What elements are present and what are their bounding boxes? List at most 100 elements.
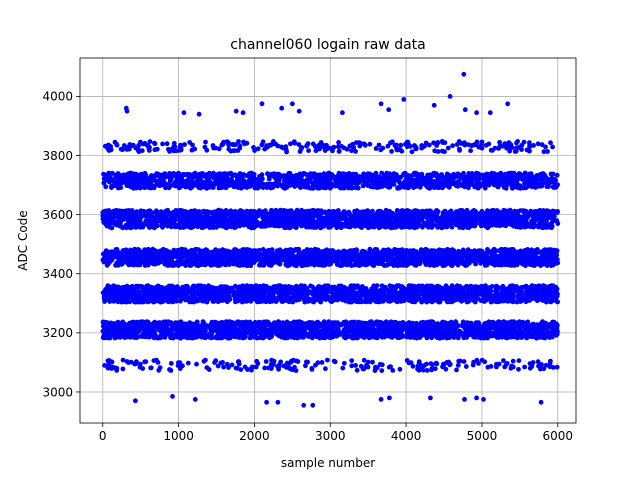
data-point — [536, 363, 541, 369]
data-point — [249, 365, 255, 371]
data-point — [347, 286, 353, 292]
data-point — [189, 328, 195, 333]
data-point — [547, 322, 553, 327]
data-point — [317, 286, 322, 291]
data-point — [525, 296, 530, 302]
data-point — [137, 364, 143, 370]
data-point — [147, 331, 153, 336]
data-point — [331, 358, 337, 364]
data-point — [353, 363, 358, 368]
data-point — [479, 298, 485, 303]
data-point — [152, 319, 158, 325]
data-point — [243, 284, 249, 290]
data-point — [330, 294, 335, 300]
data-point — [109, 364, 115, 370]
data-point — [247, 331, 253, 337]
data-point — [107, 299, 113, 304]
data-point — [425, 295, 431, 301]
data-point — [496, 331, 502, 337]
data-point — [348, 295, 353, 301]
data-point — [392, 327, 397, 333]
data-point — [478, 328, 484, 334]
data-point — [264, 319, 269, 325]
data-point — [540, 330, 545, 336]
data-point — [361, 357, 367, 363]
data-point — [543, 362, 549, 368]
data-point — [124, 359, 130, 364]
data-point — [358, 291, 364, 296]
data-point — [393, 285, 398, 291]
data-point — [297, 297, 302, 302]
data-point — [510, 358, 516, 364]
data-point — [385, 288, 391, 293]
data-point — [466, 320, 472, 326]
data-point — [440, 327, 446, 333]
data-point — [519, 297, 525, 302]
data-point — [439, 295, 444, 301]
data-point — [452, 330, 457, 336]
data-point — [201, 358, 207, 364]
data-point — [289, 334, 294, 340]
data-point — [266, 334, 272, 340]
data-point — [420, 298, 426, 304]
data-point — [263, 284, 269, 290]
data-point — [343, 294, 349, 299]
data-point — [145, 283, 151, 288]
data-point — [288, 290, 294, 295]
data-point — [522, 364, 527, 370]
data-point — [540, 335, 546, 340]
data-point — [101, 333, 107, 339]
data-point — [542, 295, 548, 301]
data-point — [378, 319, 384, 325]
data-point — [394, 299, 400, 305]
data-point — [323, 366, 328, 372]
data-point — [485, 364, 491, 370]
data-point — [487, 294, 492, 300]
data-point — [325, 357, 330, 363]
data-point — [511, 286, 517, 291]
data-point — [212, 287, 218, 293]
data-point — [365, 293, 370, 299]
data-point — [335, 286, 341, 292]
data-point — [373, 333, 379, 338]
data-point — [554, 364, 560, 370]
data-point — [263, 359, 269, 364]
data-point — [407, 321, 413, 327]
data-point — [487, 320, 493, 326]
data-point — [244, 298, 250, 304]
data-point — [341, 334, 347, 340]
data-point — [428, 361, 434, 366]
data-point — [156, 335, 162, 341]
data-point — [375, 323, 381, 329]
data-point — [527, 365, 533, 371]
data-point — [120, 366, 126, 372]
data-point — [233, 298, 239, 304]
data-point — [319, 360, 325, 365]
data-point — [353, 332, 358, 337]
data-point — [516, 358, 522, 363]
data-point — [370, 359, 375, 365]
data-point — [106, 358, 112, 363]
data-point — [204, 365, 210, 370]
data-point — [450, 294, 456, 300]
data-point — [469, 293, 475, 299]
data-point — [144, 328, 149, 334]
data-point — [327, 335, 333, 340]
data-point — [284, 297, 289, 303]
data-point — [304, 359, 309, 365]
data-point — [349, 358, 355, 363]
data-point — [205, 291, 211, 296]
data-point — [418, 320, 424, 326]
data-point — [364, 320, 369, 326]
data-point — [483, 297, 489, 303]
data-point — [261, 289, 267, 295]
data-point — [386, 364, 392, 370]
data-point — [530, 289, 535, 295]
data-point — [178, 319, 184, 325]
data-point — [485, 335, 490, 341]
data-point — [295, 359, 301, 364]
data-point — [390, 368, 396, 373]
data-point — [461, 359, 467, 364]
data-point — [429, 299, 435, 304]
data-point — [219, 330, 225, 336]
